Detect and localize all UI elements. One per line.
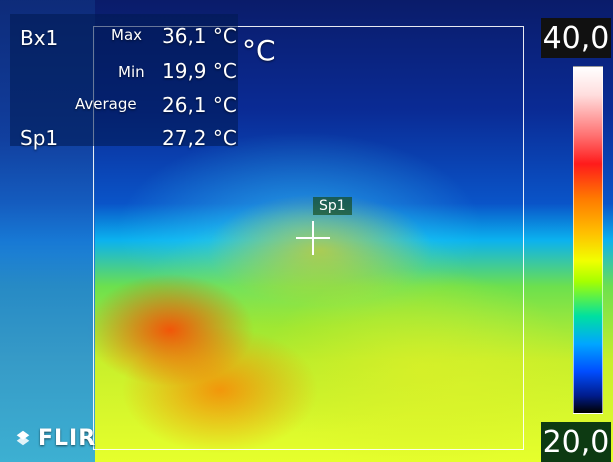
max-value: 36,1 °C xyxy=(162,24,237,48)
spot-label: Sp1 xyxy=(20,126,59,150)
average-value: 26,1 °C xyxy=(162,93,237,117)
palette-min-value: 20,0 xyxy=(541,422,611,462)
color-palette-bar xyxy=(573,66,603,414)
spot-marker-label: Sp1 xyxy=(313,197,352,215)
average-label: Average xyxy=(75,95,137,113)
min-label: Min xyxy=(118,63,145,81)
flir-logo: FLIR xyxy=(14,424,96,452)
palette-max-value: 40,0 xyxy=(541,18,611,58)
crosshair-icon[interactable] xyxy=(296,221,330,255)
box-label: Bx1 xyxy=(20,26,59,50)
min-value: 19,9 °C xyxy=(162,59,237,83)
max-label: Max xyxy=(111,26,143,44)
crosshair-vertical xyxy=(312,221,314,255)
flir-logo-icon xyxy=(16,430,30,446)
spot-value: 27,2 °C xyxy=(162,126,237,150)
measurement-panel: °C xyxy=(10,14,276,146)
measurement-box-bx1[interactable] xyxy=(93,26,524,450)
flir-logo-text: FLIR xyxy=(38,425,97,451)
unit-label: °C xyxy=(242,34,276,67)
